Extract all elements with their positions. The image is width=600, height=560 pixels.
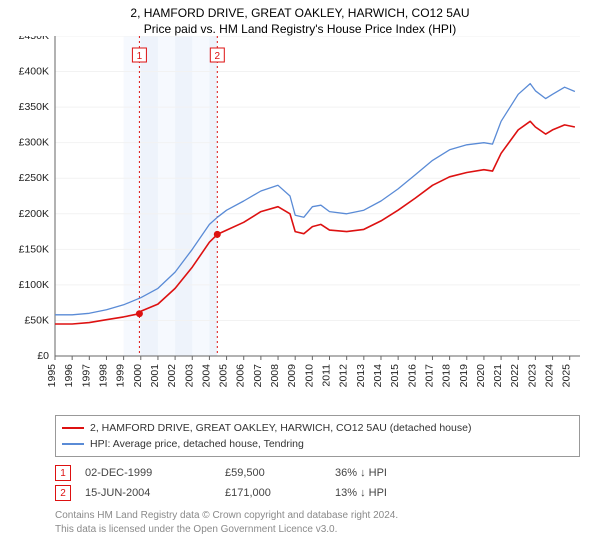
svg-text:1996: 1996 xyxy=(63,364,75,388)
sale-price: £59,500 xyxy=(225,467,335,479)
sale-marker-1: 1 xyxy=(55,465,71,481)
svg-text:2020: 2020 xyxy=(475,364,487,388)
sale-marker-2: 2 xyxy=(55,485,71,501)
svg-text:2001: 2001 xyxy=(149,364,161,388)
svg-text:1995: 1995 xyxy=(46,364,58,388)
svg-text:2000: 2000 xyxy=(132,364,144,388)
legend-swatch-hpi xyxy=(62,443,84,445)
svg-text:2015: 2015 xyxy=(389,364,401,388)
title-sub: Price paid vs. HM Land Registry's House … xyxy=(0,22,600,36)
svg-text:2017: 2017 xyxy=(423,364,435,388)
svg-text:1: 1 xyxy=(137,51,143,62)
title-address: 2, HAMFORD DRIVE, GREAT OAKLEY, HARWICH,… xyxy=(0,6,600,20)
sale-date: 02-DEC-1999 xyxy=(85,467,225,479)
svg-text:2: 2 xyxy=(215,51,221,62)
sale-delta: 13% ↓ HPI xyxy=(335,487,445,499)
svg-text:£50K: £50K xyxy=(24,314,49,326)
svg-text:£300K: £300K xyxy=(19,137,49,149)
svg-text:2002: 2002 xyxy=(166,364,178,388)
svg-text:£100K: £100K xyxy=(19,279,49,291)
svg-text:1998: 1998 xyxy=(97,364,109,388)
svg-text:2009: 2009 xyxy=(286,364,298,388)
svg-text:2014: 2014 xyxy=(372,364,384,388)
svg-text:£350K: £350K xyxy=(19,101,49,113)
sale-price: £171,000 xyxy=(225,487,335,499)
svg-text:2018: 2018 xyxy=(441,364,453,388)
svg-text:£450K: £450K xyxy=(19,36,49,42)
svg-text:2005: 2005 xyxy=(218,364,230,388)
svg-text:2019: 2019 xyxy=(458,364,470,388)
legend-label-hpi: HPI: Average price, detached house, Tend… xyxy=(90,438,304,450)
svg-text:2006: 2006 xyxy=(235,364,247,388)
svg-text:2010: 2010 xyxy=(303,364,315,388)
svg-text:£150K: £150K xyxy=(19,243,49,255)
svg-text:2024: 2024 xyxy=(544,364,556,388)
svg-text:2013: 2013 xyxy=(355,364,367,388)
sale-date: 15-JUN-2004 xyxy=(85,487,225,499)
svg-text:£250K: £250K xyxy=(19,172,49,184)
attribution-line: This data is licensed under the Open Gov… xyxy=(55,523,580,537)
price-chart: £0 £50K £100K £150K £200K £250K £300K £350K £400… xyxy=(0,36,600,411)
svg-text:2008: 2008 xyxy=(269,364,281,388)
svg-text:£400K: £400K xyxy=(19,66,49,78)
svg-text:2012: 2012 xyxy=(338,364,350,388)
sale-row: 1 02-DEC-1999 £59,500 36% ↓ HPI xyxy=(55,463,580,483)
svg-text:2025: 2025 xyxy=(561,364,573,388)
svg-text:2007: 2007 xyxy=(252,364,264,388)
svg-text:2023: 2023 xyxy=(526,364,538,388)
attribution-line: Contains HM Land Registry data © Crown c… xyxy=(55,509,580,523)
sale-row: 2 15-JUN-2004 £171,000 13% ↓ HPI xyxy=(55,483,580,503)
svg-text:2016: 2016 xyxy=(406,364,418,388)
svg-text:£0: £0 xyxy=(37,350,49,362)
svg-text:2011: 2011 xyxy=(321,364,333,387)
sale-markers-table: 1 02-DEC-1999 £59,500 36% ↓ HPI 2 15-JUN… xyxy=(55,463,580,503)
svg-text:£200K: £200K xyxy=(19,208,49,220)
legend-label-subject: 2, HAMFORD DRIVE, GREAT OAKLEY, HARWICH,… xyxy=(90,422,471,434)
attribution: Contains HM Land Registry data © Crown c… xyxy=(55,509,580,536)
legend-swatch-subject xyxy=(62,427,84,429)
legend: 2, HAMFORD DRIVE, GREAT OAKLEY, HARWICH,… xyxy=(55,415,580,457)
svg-text:2021: 2021 xyxy=(492,364,504,388)
svg-text:1997: 1997 xyxy=(80,364,92,388)
svg-text:1999: 1999 xyxy=(115,364,127,388)
svg-text:2003: 2003 xyxy=(183,364,195,388)
svg-text:2022: 2022 xyxy=(509,364,521,388)
svg-text:2004: 2004 xyxy=(200,364,212,388)
sale-delta: 36% ↓ HPI xyxy=(335,467,445,479)
